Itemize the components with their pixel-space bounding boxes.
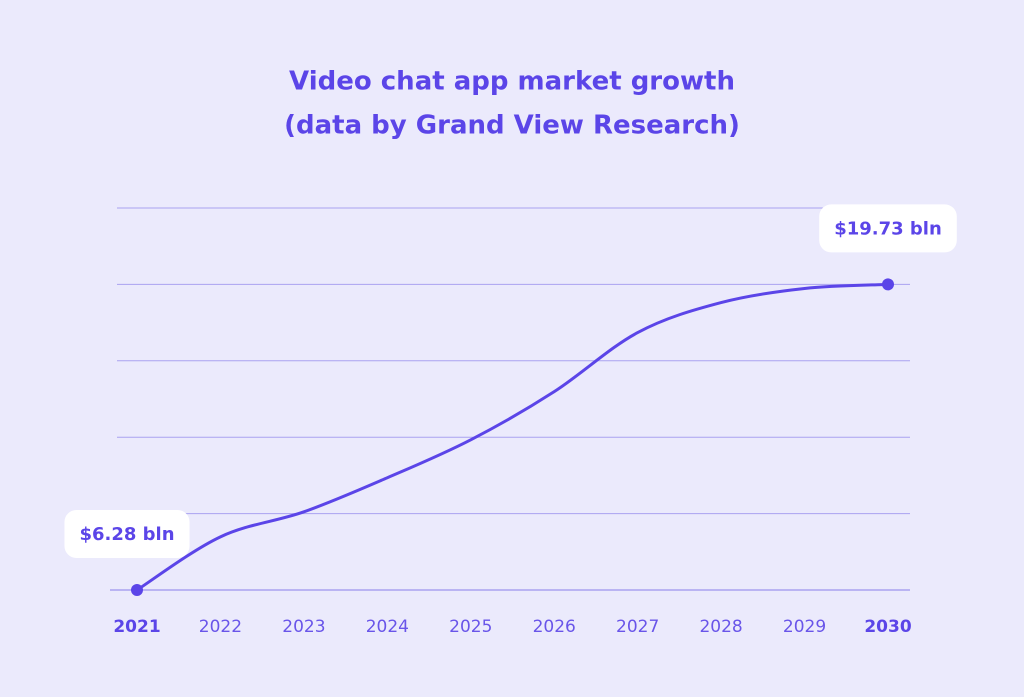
value-label-box — [64, 510, 190, 558]
x-tick-label: 2023 — [282, 617, 325, 637]
x-tick-label: 2024 — [366, 617, 409, 637]
x-tick-label: 2028 — [699, 617, 742, 637]
x-tick-label: 2026 — [533, 617, 576, 637]
value-label: $6.28 bln — [79, 524, 174, 545]
x-tick-label: 2030 — [864, 617, 911, 637]
x-tick-label: 2025 — [449, 617, 492, 637]
chart-title: Video chat app market growth — [289, 67, 735, 97]
x-tick-label: 2022 — [199, 617, 242, 637]
chart-title: (data by Grand View Research) — [284, 111, 740, 141]
value-label-box — [819, 204, 957, 253]
line — [136, 282, 889, 592]
x-tick-label: 2021 — [113, 617, 160, 637]
value-label: $19.73 bln — [834, 218, 942, 239]
x-tick-label: 2029 — [783, 617, 826, 637]
x-tick-label: 2027 — [616, 617, 659, 637]
point — [131, 584, 143, 596]
point — [882, 278, 894, 291]
